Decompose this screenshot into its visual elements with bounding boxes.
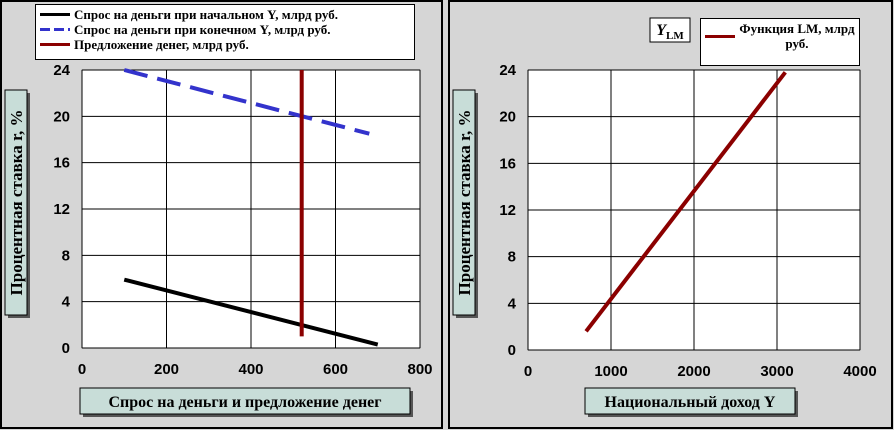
legend-text: Предложение денег, млрд руб. <box>74 37 249 52</box>
x-tick-label: 3000 <box>760 363 793 380</box>
axis-label-box <box>452 89 476 316</box>
y-tick-label: 0 <box>508 342 516 359</box>
y-tick-label: 12 <box>499 202 516 219</box>
x-tick-label: 800 <box>407 361 432 378</box>
legend-text: Спрос на деньги при начальном Y, млрд ру… <box>74 7 338 22</box>
legend: Спрос на деньги при начальном Y, млрд ру… <box>35 4 415 60</box>
y-axis-label: Процентная ставка r, % <box>7 110 26 296</box>
series-line <box>123 68 370 136</box>
y-tick-label: 8 <box>62 247 70 264</box>
y-tick-label: 4 <box>62 294 71 311</box>
y-tick-label: 16 <box>499 155 516 172</box>
x-axis-label: Национальный доход Y <box>605 394 776 411</box>
y-tick-label: 4 <box>508 295 517 312</box>
x-axis-label: Спрос на деньги и предложение денег <box>108 394 381 411</box>
x-tick-label: 0 <box>78 361 86 378</box>
panel <box>448 0 893 429</box>
legend-text: Спрос на деньги при конечном Y, млрд руб… <box>74 22 331 37</box>
y-tick-label: 20 <box>53 108 70 125</box>
y-tick-label: 20 <box>499 109 516 126</box>
panel <box>0 0 443 429</box>
x-tick-label: 400 <box>238 361 263 378</box>
x-tick-label: 2000 <box>677 363 710 380</box>
x-tick-label: 200 <box>154 361 179 378</box>
legend-swatch <box>40 28 70 31</box>
y-tick-label: 8 <box>508 249 516 266</box>
legend-entry: Спрос на деньги при конечном Y, млрд руб… <box>40 22 410 37</box>
legend: Функция LM, млрд руб. <box>700 18 860 66</box>
y-tick-label: 24 <box>499 62 516 79</box>
axis-label-box <box>584 387 796 415</box>
x-tick-label: 0 <box>524 363 532 380</box>
annotation: YLM <box>656 22 684 42</box>
axis-label-box <box>4 89 28 316</box>
y-tick-label: 12 <box>53 201 70 218</box>
legend-swatch <box>40 43 70 46</box>
y-tick-label: 16 <box>53 155 70 172</box>
y-tick-label: 0 <box>62 340 70 357</box>
legend-entry: Спрос на деньги при начальном Y, млрд ру… <box>40 7 410 22</box>
y-axis-label: Процентная ставка r, % <box>455 110 474 296</box>
annotation-text: Y <box>656 22 667 39</box>
annotation-subscript: LM <box>666 30 684 42</box>
annotation-box <box>649 17 691 43</box>
legend-swatch <box>705 34 735 38</box>
x-tick-label: 1000 <box>594 363 627 380</box>
legend-swatch <box>40 13 70 16</box>
series-line <box>584 71 787 333</box>
legend-entry: Предложение денег, млрд руб. <box>40 37 410 52</box>
axis-label-box <box>79 387 411 415</box>
legend-entry: Функция LM, млрд руб. <box>705 21 855 51</box>
x-tick-label: 4000 <box>843 363 876 380</box>
x-tick-label: 600 <box>323 361 348 378</box>
legend-text: Функция LM, млрд руб. <box>739 21 855 51</box>
series-line <box>123 277 379 347</box>
y-tick-label: 24 <box>53 62 70 79</box>
